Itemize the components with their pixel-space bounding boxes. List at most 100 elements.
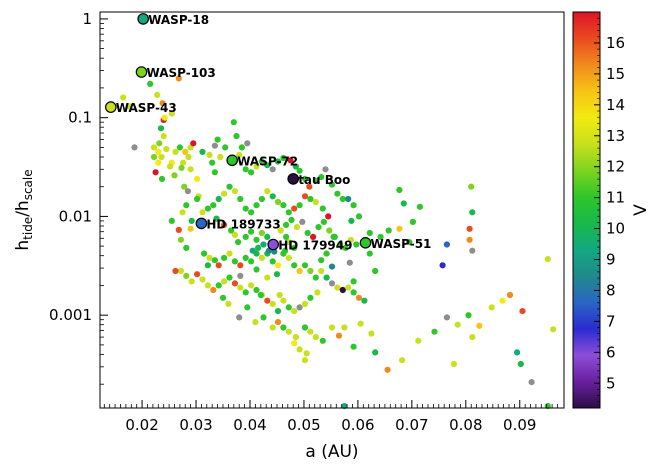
colorbar-tick-label: 9 — [606, 251, 616, 269]
data-point — [469, 247, 476, 254]
data-point — [120, 94, 127, 101]
data-point — [291, 244, 298, 251]
annotation-label: HD 179949 — [278, 239, 352, 253]
data-point — [350, 278, 357, 285]
data-point — [377, 233, 384, 240]
data-point — [182, 148, 189, 155]
data-point — [221, 254, 228, 261]
colorbar-gradient — [572, 11, 601, 409]
data-point — [235, 239, 242, 246]
data-point — [236, 151, 243, 158]
x-tick-label: 0.09 — [503, 416, 536, 434]
data-point — [150, 153, 158, 161]
data-point — [466, 225, 473, 232]
data-point — [296, 267, 303, 275]
data-point — [194, 195, 201, 203]
data-point — [199, 148, 206, 155]
annotated-point — [359, 237, 372, 249]
annotation-label: WASP-72 — [237, 154, 298, 168]
data-point — [231, 188, 238, 195]
data-point — [214, 136, 221, 143]
data-point — [276, 291, 283, 299]
data-point — [273, 271, 281, 278]
data-point — [260, 241, 267, 248]
data-point — [285, 209, 292, 216]
data-point — [217, 153, 224, 161]
data-point — [228, 227, 235, 234]
data-point — [269, 258, 276, 265]
y-axis-title: htide/hscale — [13, 169, 35, 250]
data-point — [326, 227, 333, 234]
data-point — [350, 289, 357, 296]
x-tick-label: 0.05 — [287, 416, 320, 434]
data-point — [291, 340, 298, 347]
data-point — [215, 262, 222, 269]
data-point — [264, 297, 271, 304]
x-tick-label: 0.02 — [125, 416, 158, 434]
data-point — [226, 183, 233, 190]
data-point — [347, 236, 354, 243]
data-point — [287, 157, 294, 164]
data-point — [274, 319, 282, 326]
x-axis-title: a (AU) — [305, 442, 358, 462]
data-point — [345, 195, 352, 203]
data-point — [450, 360, 457, 368]
data-point — [242, 233, 249, 240]
data-point — [339, 195, 346, 203]
data-point — [244, 304, 251, 311]
data-point — [221, 190, 228, 197]
data-point — [345, 284, 352, 291]
data-point — [296, 304, 303, 311]
data-point — [274, 308, 282, 315]
colorbar-tick-label: 8 — [606, 281, 616, 299]
data-point — [222, 144, 229, 151]
data-point — [328, 280, 336, 287]
data-point — [348, 217, 355, 224]
colorbar-tick-label: 13 — [606, 127, 625, 145]
data-point — [258, 254, 265, 261]
annotation-label: WASP-43 — [116, 101, 177, 115]
data-point — [255, 244, 262, 251]
data-point — [519, 308, 526, 315]
data-point — [465, 312, 472, 319]
data-point — [319, 337, 326, 344]
data-point — [215, 195, 222, 203]
data-point — [175, 226, 182, 233]
data-point — [285, 328, 292, 335]
data-points — [120, 75, 557, 410]
data-point — [318, 257, 325, 264]
data-point — [372, 349, 379, 356]
data-point — [180, 159, 187, 166]
data-point — [366, 229, 373, 237]
data-point — [322, 166, 329, 173]
data-point — [368, 330, 375, 337]
data-point — [211, 142, 218, 149]
data-point — [466, 236, 473, 243]
data-point — [168, 110, 175, 117]
data-point — [258, 229, 265, 237]
data-point — [372, 267, 379, 275]
colorbar-tick-label: 5 — [606, 374, 616, 392]
data-point — [237, 284, 244, 291]
data-point — [183, 244, 190, 251]
data-point — [158, 153, 165, 161]
data-point — [219, 294, 227, 301]
data-point — [204, 282, 211, 289]
data-point — [175, 75, 182, 82]
data-point — [319, 205, 326, 212]
data-point — [187, 166, 194, 173]
data-point — [318, 267, 325, 275]
data-point — [384, 366, 391, 373]
data-point — [183, 202, 190, 209]
data-point — [337, 241, 344, 248]
data-point — [204, 262, 211, 269]
data-point — [209, 159, 216, 166]
data-point — [409, 218, 416, 225]
data-point — [230, 119, 237, 126]
plot-frame — [99, 11, 565, 409]
data-point — [468, 183, 475, 190]
colorbar-tick-label: 15 — [606, 65, 625, 83]
data-point — [156, 140, 163, 147]
data-point — [257, 291, 264, 299]
data-point — [194, 175, 201, 182]
